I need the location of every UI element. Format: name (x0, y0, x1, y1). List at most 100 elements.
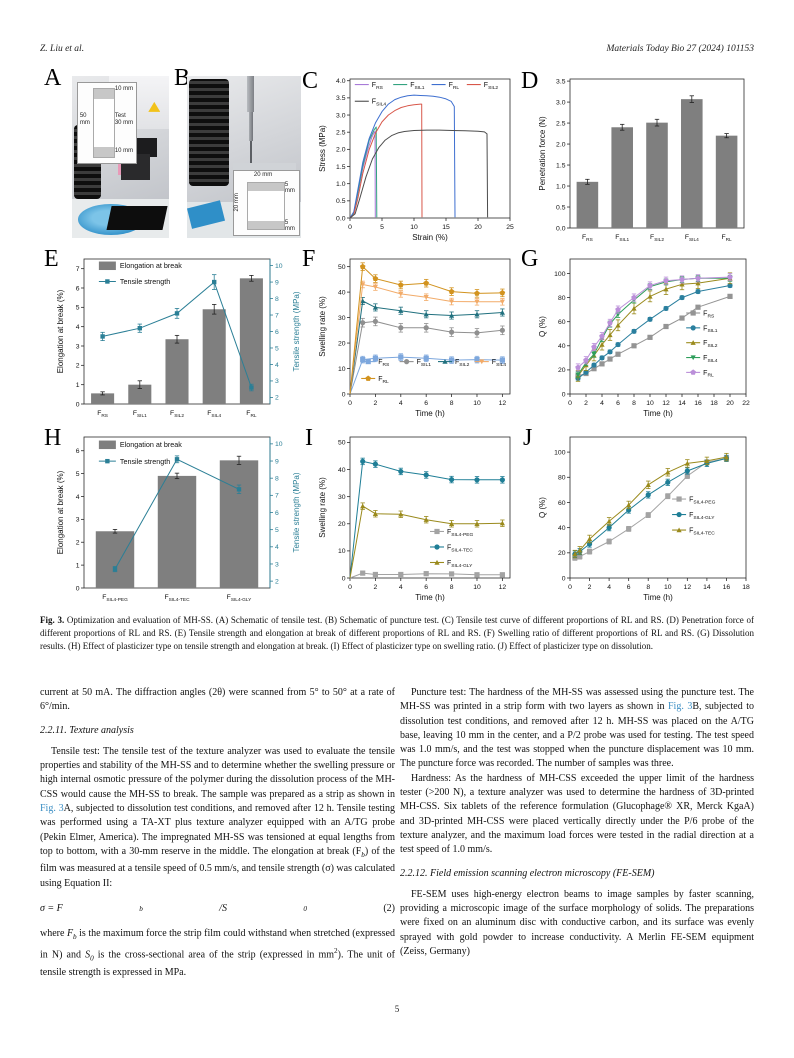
legend: Elongation at break Tensile strength (98, 440, 182, 466)
svg-text:FSIL2: FSIL2 (455, 359, 470, 368)
svg-text:FSIL1: FSIL1 (615, 234, 629, 243)
series-F_SIL4-TEC (349, 457, 505, 579)
svg-text:40: 40 (338, 289, 346, 296)
text-run: Tensile test: The tensile test of the te… (40, 745, 395, 800)
svg-text:FSIL4-GLY: FSIL4-GLY (689, 512, 715, 521)
svg-text:Swelling rate (%): Swelling rate (%) (318, 477, 327, 538)
text-run: current at 50 mA. The diffraction angles… (40, 687, 395, 713)
series-F_SIL2 (349, 103, 423, 219)
paragraph: Hardness: As the hardness of MH-CSS exce… (400, 772, 754, 858)
panel-letter-g: G (521, 246, 539, 272)
svg-text:40: 40 (558, 343, 566, 350)
svg-text:10: 10 (410, 224, 418, 231)
svg-text:FSIL4: FSIL4 (372, 99, 387, 108)
tensile-test-photo: 10 mm 50 mm Test 30 mm 10 mm (72, 76, 169, 238)
swelling-rate-chart: 0 2 4 6 8 10 12 0 10 20 30 40 50 Time (h) Swelling rat… (318, 258, 511, 418)
dim-label-bottom: 10 mm (114, 148, 134, 155)
svg-text:Tensile strength: Tensile strength (120, 277, 170, 286)
text-run: where (40, 928, 67, 940)
panel-letter-h: H (44, 425, 62, 451)
svg-text:6: 6 (275, 329, 279, 336)
svg-text:20: 20 (338, 340, 346, 347)
plasticizer-swelling-chart: 0 2 4 6 8 10 12 0 10 20 30 40 50 Time (h) Swelling rat… (318, 436, 511, 602)
text-run: is the cross-sectional area of the strip… (93, 949, 335, 961)
svg-text:Elongation at break: Elongation at break (120, 261, 182, 270)
equation: σ = F b/S 0 (2) (40, 902, 395, 916)
svg-text:FSIL2: FSIL2 (484, 82, 499, 91)
svg-text:4.0: 4.0 (336, 78, 346, 85)
svg-text:5: 5 (275, 345, 279, 352)
svg-text:20: 20 (474, 224, 482, 231)
series-F_RL (349, 94, 456, 219)
svg-text:FSIL4: FSIL4 (703, 355, 718, 364)
svg-text:1.0: 1.0 (556, 183, 566, 190)
svg-text:Time (h): Time (h) (415, 593, 445, 602)
dim-label-height: 20 mm (233, 192, 240, 212)
svg-text:3: 3 (275, 561, 279, 568)
svg-text:FRL: FRL (721, 234, 732, 243)
legend: FSIL4-PEG FSIL4-TEC FSIL4-GLY (430, 528, 473, 569)
svg-text:40: 40 (558, 525, 566, 532)
panel-letter-d: D (521, 68, 539, 94)
svg-text:Q (%): Q (%) (538, 316, 547, 337)
svg-text:FSIL1: FSIL1 (417, 359, 432, 368)
svg-text:9: 9 (275, 279, 279, 286)
elongation-tensile-chart: 0 1 2 3 4 5 6 7 2 3 4 5 6 7 8 9 10 Elongation at break (%… (56, 258, 301, 419)
series-F_SIL4-PEG (572, 455, 730, 561)
svg-text:Stress (MPa): Stress (MPa) (318, 125, 327, 172)
svg-text:3.5: 3.5 (336, 95, 346, 102)
svg-text:1.5: 1.5 (556, 162, 566, 169)
bellows-column (189, 79, 230, 187)
paragraph: where Fb is the maximum force the strip … (40, 927, 395, 980)
plasticizer-dissolution-chart: 0 2 4 6 8 10 12 14 16 18 0 20 40 60 80 100 Time (h) Q (%)… (538, 436, 750, 602)
series-F_SIL4-GLY (349, 502, 505, 579)
svg-text:FRS: FRS (97, 410, 108, 419)
strip-outline (246, 181, 285, 230)
text-run: 2.2.12. Field emission scanning electron… (400, 867, 655, 879)
series-F_RS (575, 293, 733, 379)
svg-text:FSIL1: FSIL1 (703, 325, 718, 334)
svg-text:2: 2 (275, 578, 279, 585)
bar-series (576, 95, 738, 228)
layer-band-top (247, 182, 284, 191)
svg-text:0: 0 (76, 585, 80, 592)
series-F_SIL4-GLY (572, 454, 730, 558)
text-run: b (73, 933, 77, 942)
body-column-right: Puncture test: The hardness of the MH-SS… (400, 686, 754, 959)
svg-text:10: 10 (473, 584, 481, 591)
legend: FSIL4-PEG FSIL4-GLY FSIL4-TEC (672, 496, 716, 536)
plasticizer-elongation-tensile-chart: 0 1 2 3 4 5 6 2 3 4 5 6 7 8 9 10 Elongation at break (%)… (56, 436, 301, 603)
svg-text:5: 5 (76, 305, 80, 312)
text-run: b (139, 904, 143, 913)
text-run: σ = F (40, 902, 63, 914)
series-F_RL (349, 262, 506, 395)
svg-text:FSIL4-TEC: FSIL4-TEC (689, 527, 715, 536)
puncture-test-photo: 20 mm 20 mm 5 mm 5 mm (187, 76, 301, 238)
svg-text:80: 80 (558, 475, 566, 482)
svg-text:1.0: 1.0 (336, 181, 346, 188)
svg-text:0.5: 0.5 (556, 204, 566, 211)
text-run: Fig. 3. (40, 615, 65, 625)
line-series (112, 455, 242, 573)
svg-text:Elongation at break (%): Elongation at break (%) (56, 289, 65, 373)
svg-text:FRL: FRL (449, 82, 460, 91)
figure-reference-link[interactable]: Fig. 3 (40, 803, 64, 815)
svg-text:0.5: 0.5 (336, 198, 346, 205)
svg-text:3.5: 3.5 (556, 78, 566, 85)
panel-letter-e: E (44, 246, 59, 272)
panel-letter-i: I (305, 425, 313, 451)
svg-text:FRL: FRL (246, 410, 257, 419)
svg-text:7: 7 (275, 312, 279, 319)
text-run: Puncture test: The hardness of the MH-SS… (400, 687, 754, 713)
svg-text:14: 14 (678, 400, 686, 407)
bar-series (91, 275, 263, 404)
svg-text:3.0: 3.0 (556, 99, 566, 106)
dim-label-left: 50 mm (79, 113, 90, 127)
svg-text:5: 5 (76, 471, 80, 478)
panel-letter-b: B (174, 65, 191, 91)
text-run: B, subjected to dissolution test conditi… (400, 701, 754, 770)
figure-reference-link[interactable]: Fig. 3 (668, 701, 693, 713)
text-run: /S (219, 902, 227, 914)
svg-text:20: 20 (558, 550, 566, 557)
svg-text:20: 20 (338, 521, 346, 528)
